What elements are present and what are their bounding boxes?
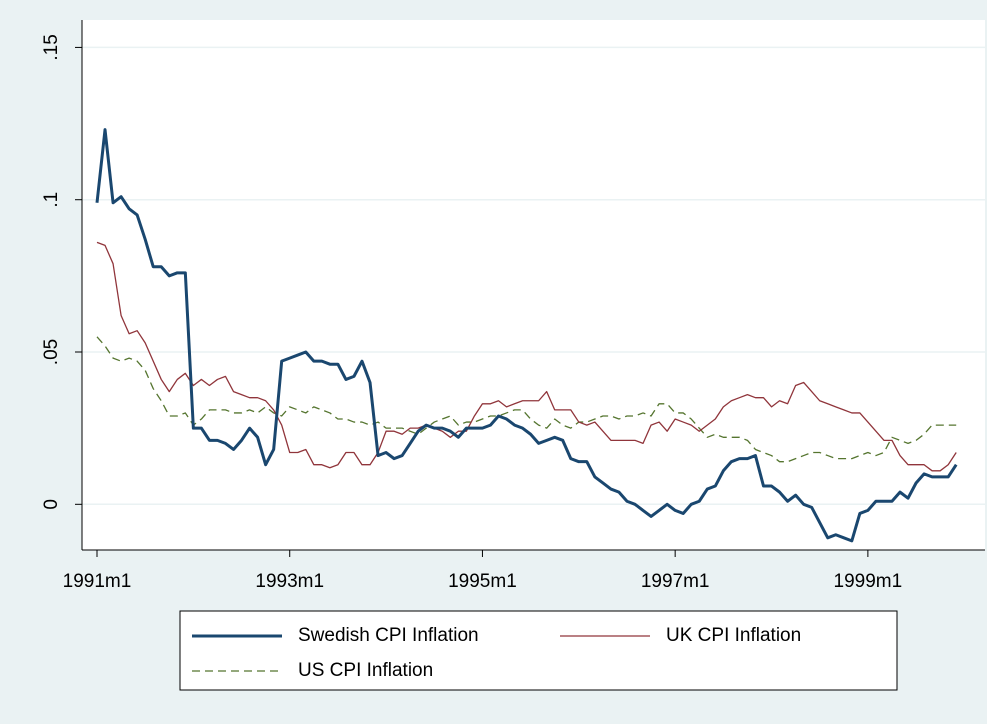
- legend-label: UK CPI Inflation: [666, 625, 801, 646]
- x-tick-label: 1997m1: [641, 571, 710, 592]
- y-tick-label: .05: [41, 339, 62, 365]
- y-tick-label: .15: [41, 34, 62, 60]
- legend-label: US CPI Inflation: [298, 660, 433, 681]
- y-tick-label: 0: [41, 499, 62, 510]
- x-tick-label: 1995m1: [448, 571, 517, 592]
- plot-area: [82, 20, 985, 550]
- series-line: [96, 241, 957, 472]
- x-tick-label: 1991m1: [63, 571, 132, 592]
- x-tick-label: 1999m1: [834, 571, 903, 592]
- series-line: [96, 336, 957, 463]
- x-tick-label: 1993m1: [255, 571, 324, 592]
- legend-box: [179, 610, 898, 691]
- series-line: [95, 128, 958, 543]
- legend-label: Swedish CPI Inflation: [298, 625, 479, 646]
- y-tick-label: .1: [41, 192, 62, 208]
